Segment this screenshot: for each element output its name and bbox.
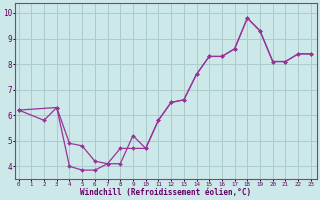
X-axis label: Windchill (Refroidissement éolien,°C): Windchill (Refroidissement éolien,°C) xyxy=(80,188,252,197)
